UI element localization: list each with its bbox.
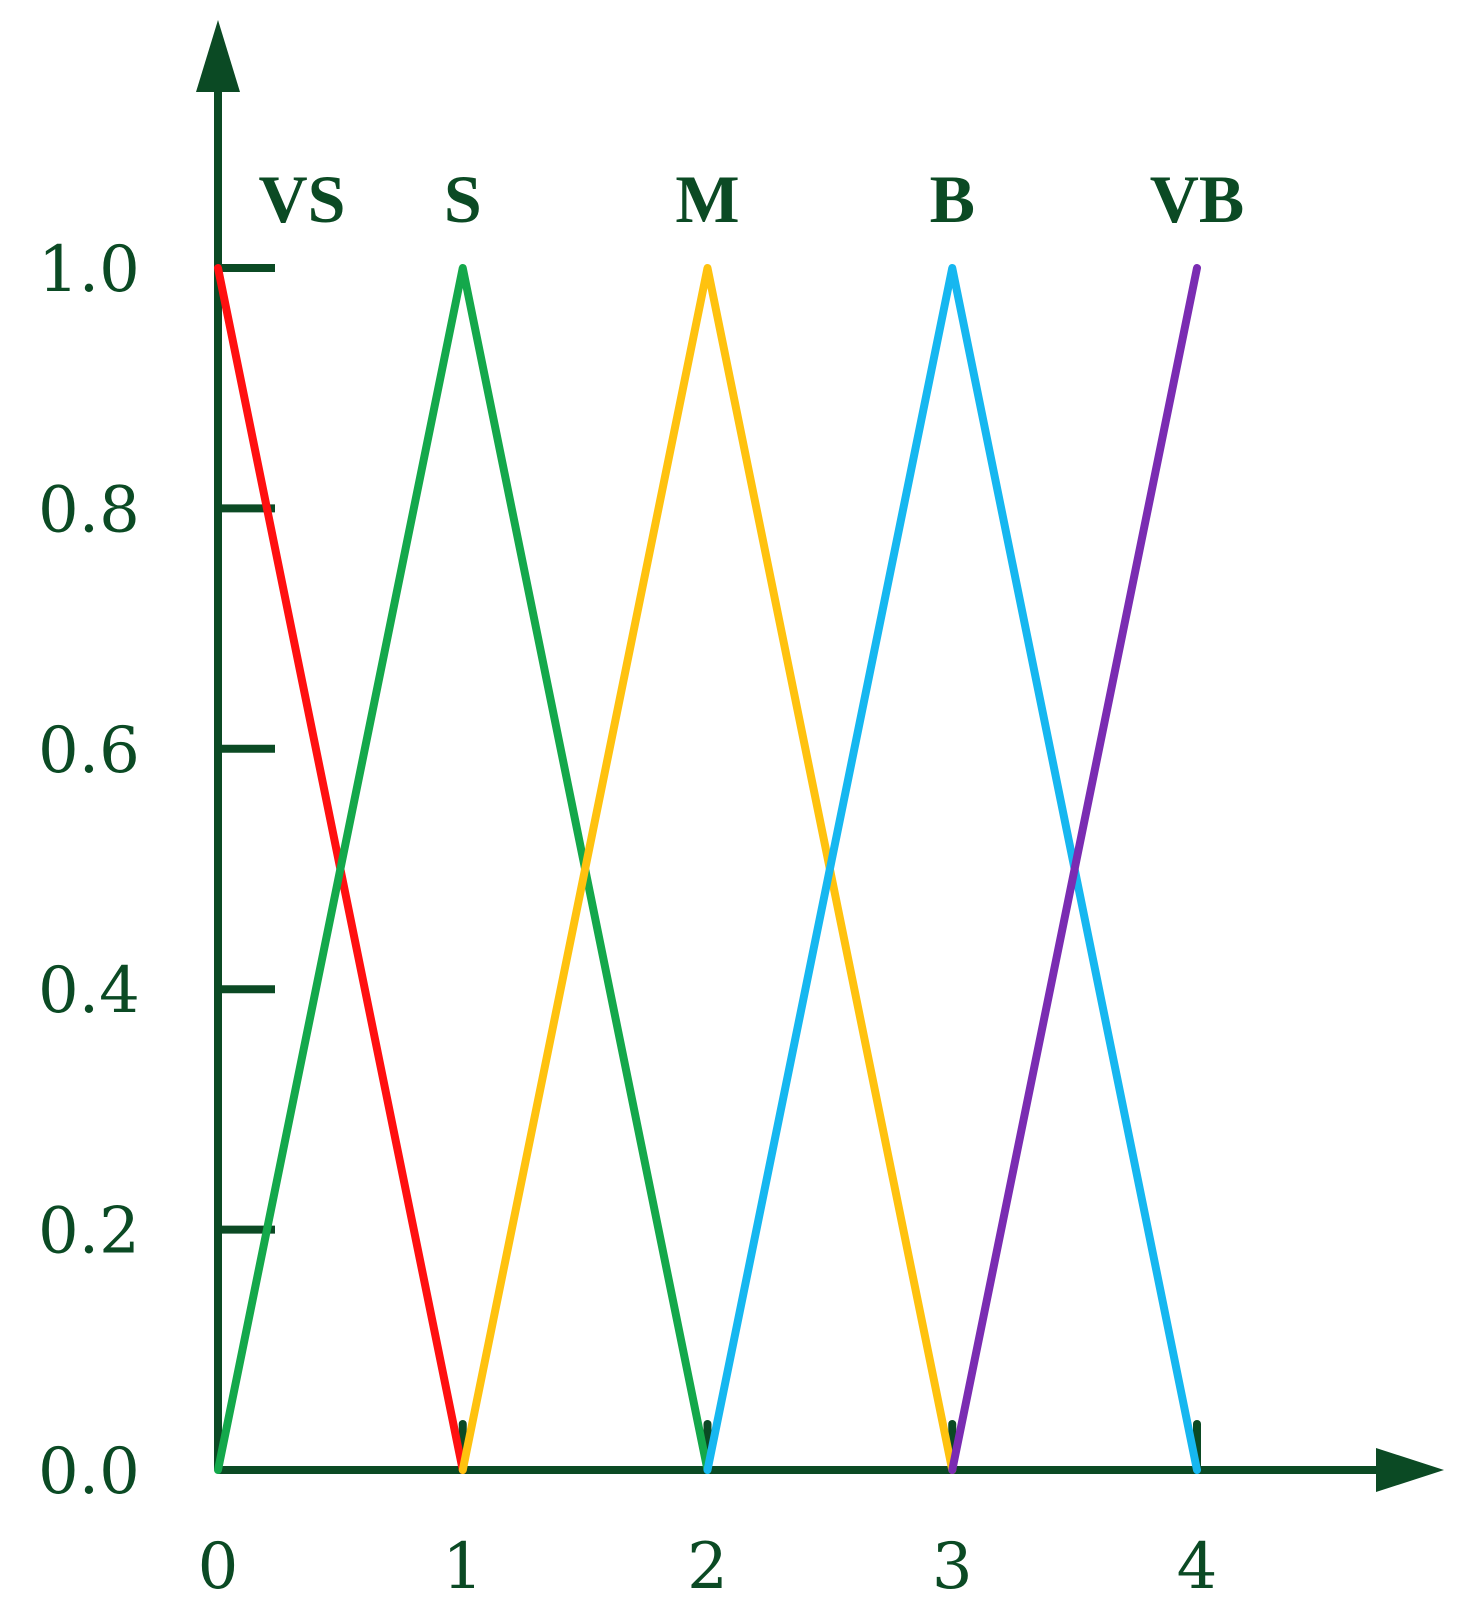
series-label-s: S (444, 161, 482, 237)
series-label-b: B (930, 161, 975, 237)
y-tick-label-0-4: 0.4 (38, 954, 140, 1028)
series-label-m: M (675, 161, 739, 237)
y-tick-label-1-0: 1.0 (38, 233, 140, 307)
y-tick-label-0-8: 0.8 (38, 473, 140, 547)
series-line-m (458, 264, 957, 1474)
series-line-b (703, 264, 1201, 1474)
x-tick-label-2: 2 (687, 1530, 728, 1604)
x-tick-label-3: 3 (932, 1530, 973, 1604)
y-axis-arrow (196, 20, 240, 92)
x-tick-label-0: 0 (198, 1530, 239, 1604)
y-tick-label-0-6: 0.6 (38, 714, 140, 788)
x-tick-label-1: 1 (442, 1530, 483, 1604)
series-label-vs: VS (259, 161, 346, 237)
y-tick-label-0-2: 0.2 (38, 1195, 140, 1269)
y-tick-label-0-0: 0.0 (38, 1435, 140, 1509)
series-line-vb (948, 264, 1201, 1474)
series-line-s (214, 264, 712, 1474)
x-axis-arrow (1376, 1448, 1444, 1492)
x-tick-label-4: 4 (1177, 1530, 1218, 1604)
series-label-vb: VB (1150, 161, 1244, 237)
